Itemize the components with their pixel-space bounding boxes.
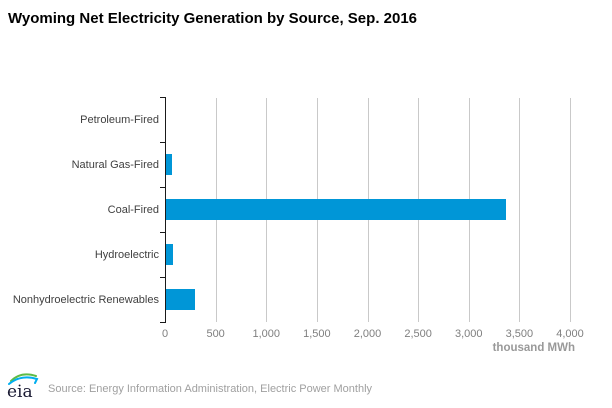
bar-hydroelectric: [166, 244, 173, 265]
y-axis-tick: [160, 187, 165, 188]
source-text: Source: Energy Information Administratio…: [48, 383, 373, 395]
y-axis-tick: [160, 97, 165, 98]
y-axis-tick: [160, 322, 165, 323]
x-tick-label: 0: [161, 328, 169, 340]
x-tick-label: 500: [206, 328, 225, 340]
y-axis-line: [165, 97, 166, 323]
bar-nonhydroelectric-renewables: [166, 289, 195, 310]
bar-natural-gas-fired: [166, 154, 172, 175]
x-tick-label: 3,500: [505, 328, 534, 340]
chart-footer: eia Source: Energy Information Administr…: [6, 370, 372, 400]
x-tick-label: 3,000: [454, 328, 483, 340]
chart-title: Wyoming Net Electricity Generation by So…: [8, 10, 418, 27]
category-label: Coal-Fired: [107, 203, 159, 216]
category-label: Natural Gas-Fired: [71, 158, 159, 171]
eia-logo-icon: eia: [7, 373, 39, 400]
category-axis: Petroleum-Fired Natural Gas-Fired Coal-Fir…: [0, 97, 159, 322]
gridline: [570, 98, 571, 322]
x-tick-label: 2,500: [404, 328, 432, 340]
bar-chart-plot-area: 0 500 1,000 1,500 2,000 2,500 3,000 3,500 4,000: [160, 97, 584, 340]
eia-logo-text: eia: [7, 382, 33, 400]
category-label: Petroleum-Fired: [80, 113, 159, 126]
x-tick-label: 2,000: [353, 328, 382, 340]
y-axis-tick: [160, 277, 165, 278]
x-axis-unit-label: thousand MWh: [492, 342, 575, 354]
x-tick-label: 1,000: [252, 328, 281, 340]
bar-coal-fired: [166, 199, 506, 220]
category-label: Hydroelectric: [94, 248, 159, 261]
x-tick-label: 1,500: [303, 328, 331, 340]
x-tick-label: 4,000: [556, 328, 584, 340]
gridline: [519, 98, 521, 322]
y-axis-tick: [160, 142, 165, 143]
y-axis-tick: [160, 232, 165, 233]
category-label: Nonhydroelectric Renewables: [12, 293, 159, 306]
